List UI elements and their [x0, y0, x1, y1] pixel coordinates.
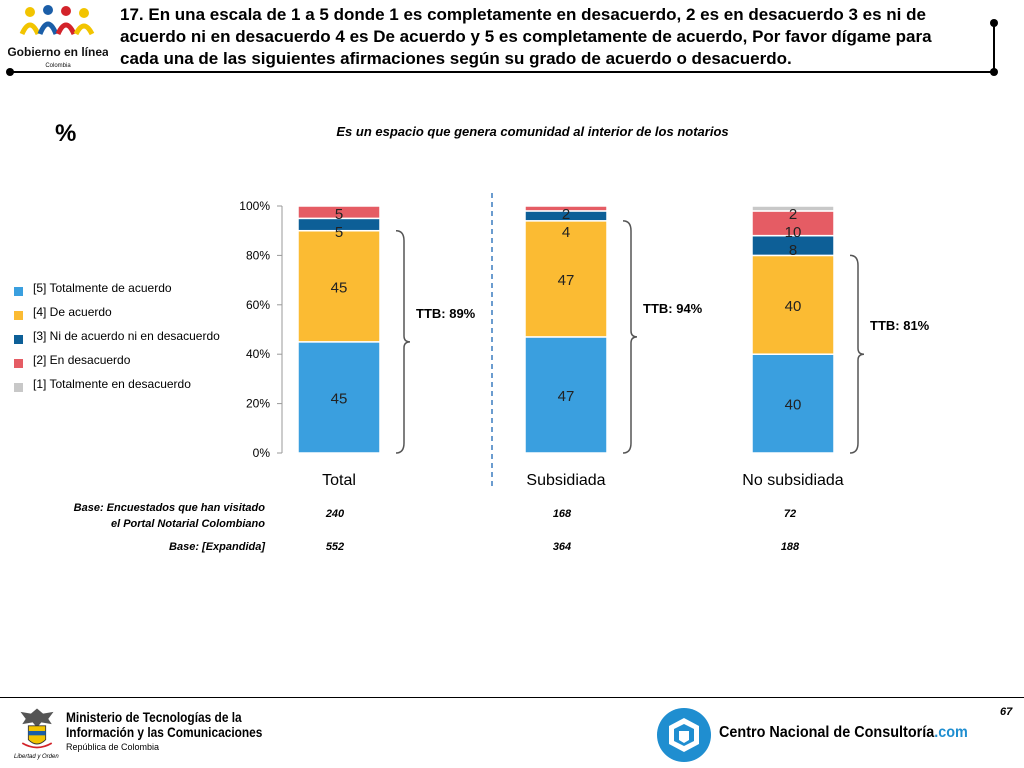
data-label: 2 [789, 206, 797, 223]
bar-segment [751, 205, 835, 212]
colombia-coat-of-arms-icon [20, 708, 54, 749]
percent-symbol: % [55, 120, 77, 147]
ministry-subtitle: República de Colombia [66, 742, 160, 752]
base-row1-subsidiada: 168 [552, 508, 572, 520]
divider-dot-left [6, 68, 14, 76]
data-label: 40 [785, 298, 802, 315]
base-row2-subsidiada: 364 [552, 541, 572, 553]
question-title: 17. En una escala de 1 a 5 donde 1 es co… [120, 5, 932, 68]
ministry-motto: Libertad y Orden [14, 754, 59, 760]
ministry-name: Ministerio de Tecnologías de la Informac… [66, 710, 262, 740]
cnc-logo-icon [657, 708, 711, 762]
legend-swatch [14, 358, 23, 368]
base-row2-total: 552 [325, 541, 345, 553]
data-label: 8 [789, 242, 797, 259]
ttb-brace [622, 220, 638, 454]
ttb-label: TTB: 89% [416, 306, 476, 321]
legend-item-2: [2] En desacuerdo [14, 348, 220, 372]
bar-segment [524, 205, 608, 212]
base-row2-no-subsidiada: 188 [780, 541, 800, 553]
ttb-label: TTB: 94% [643, 301, 703, 316]
legend-label: [5] Totalmente de acuerdo [33, 281, 172, 295]
legend-item-5: [5] Totalmente de acuerdo [14, 276, 220, 300]
ttb-brace [849, 254, 865, 454]
legend-label: [4] De acuerdo [33, 305, 112, 319]
category-label: No subsidiada [742, 472, 844, 489]
bar-segment [297, 229, 381, 343]
page-number: 67 [1000, 706, 1013, 718]
data-label: 45 [331, 279, 348, 296]
y-tick-label: 40% [246, 347, 270, 361]
y-tick-label: 100% [239, 199, 270, 213]
logo-country: Colombia [45, 63, 71, 69]
stacked-bar-chart: 0% 20% 40% 60% 80% 100% 45 45 55 Total TTB: 89% 47 4… [239, 193, 930, 490]
cnc-name: Centro Nacional de Consultoría.com [719, 724, 968, 742]
data-label: 4 [562, 224, 570, 241]
data-label: 40 [785, 397, 802, 414]
footer-divider [0, 697, 1024, 698]
legend-swatch [14, 310, 23, 320]
legend-swatch [14, 286, 23, 296]
y-tick-label: 80% [246, 248, 270, 262]
data-label: 2 [562, 206, 570, 223]
cnc-name-main: Centro Nacional de Consultoría [719, 724, 935, 741]
cnc-name-suffix: .com [934, 724, 968, 741]
legend-item-4: [4] De acuerdo [14, 300, 220, 324]
legend-label: [2] En desacuerdo [33, 353, 131, 367]
data-label: 45 [331, 390, 348, 407]
ttb-brace [395, 229, 411, 454]
bar-segment [297, 341, 381, 454]
bar-segment [751, 210, 835, 237]
divider-dot-top [990, 19, 998, 27]
header-vertical-divider [993, 23, 995, 71]
data-label: 5 [335, 206, 343, 223]
base-row1-label-line1: Base: Encuestados que han visitado [73, 502, 265, 514]
ministry-line2: Información y las Comunicaciones [66, 724, 263, 740]
legend-item-1: [1] Totalmente en desacuerdo [14, 372, 220, 396]
base-row1-no-subsidiada: 72 [783, 508, 797, 520]
y-tick-label: 0% [253, 446, 271, 460]
legend-label: [1] Totalmente en desacuerdo [33, 377, 191, 391]
chart-legend: [5] Totalmente de acuerdo [4] De acuerdo… [14, 276, 220, 396]
legend-swatch [14, 382, 23, 392]
bar-segment [524, 336, 608, 454]
header-divider [10, 71, 995, 73]
chart-title: Es un espacio que genera comunidad al in… [336, 124, 729, 139]
base-row1-total: 240 [325, 508, 345, 520]
bar-segment [524, 220, 608, 338]
base-row1-label-line2: el Portal Notarial Colombiano [110, 518, 265, 530]
category-label: Total [322, 472, 356, 489]
category-label: Subsidiada [526, 472, 605, 489]
data-label: 5 [335, 224, 343, 241]
logo-text: Gobierno en línea [8, 45, 108, 59]
legend-item-3: [3] Ni de acuerdo ni en desacuerdo [14, 324, 220, 348]
legend-swatch [14, 334, 23, 344]
base-row2-label: Base: [Expandida] [169, 541, 265, 553]
legend-label: [3] Ni de acuerdo ni en desacuerdo [33, 329, 220, 343]
ttb-label: TTB: 81% [870, 318, 930, 333]
bar-segment [297, 205, 381, 220]
y-tick-label: 20% [246, 397, 270, 411]
divider-dot-right [990, 68, 998, 76]
gobierno-en-linea-logo: Gobierno en línea Colombia [8, 5, 108, 69]
base-row1-label: Base: Encuestados que han visitado el Po… [20, 500, 265, 532]
ministry-line1: Ministerio de Tecnologías de la [66, 709, 242, 725]
data-label: 47 [558, 272, 575, 289]
y-tick-label: 60% [246, 298, 270, 312]
data-label: 47 [558, 388, 575, 405]
data-label: 10 [785, 224, 802, 241]
